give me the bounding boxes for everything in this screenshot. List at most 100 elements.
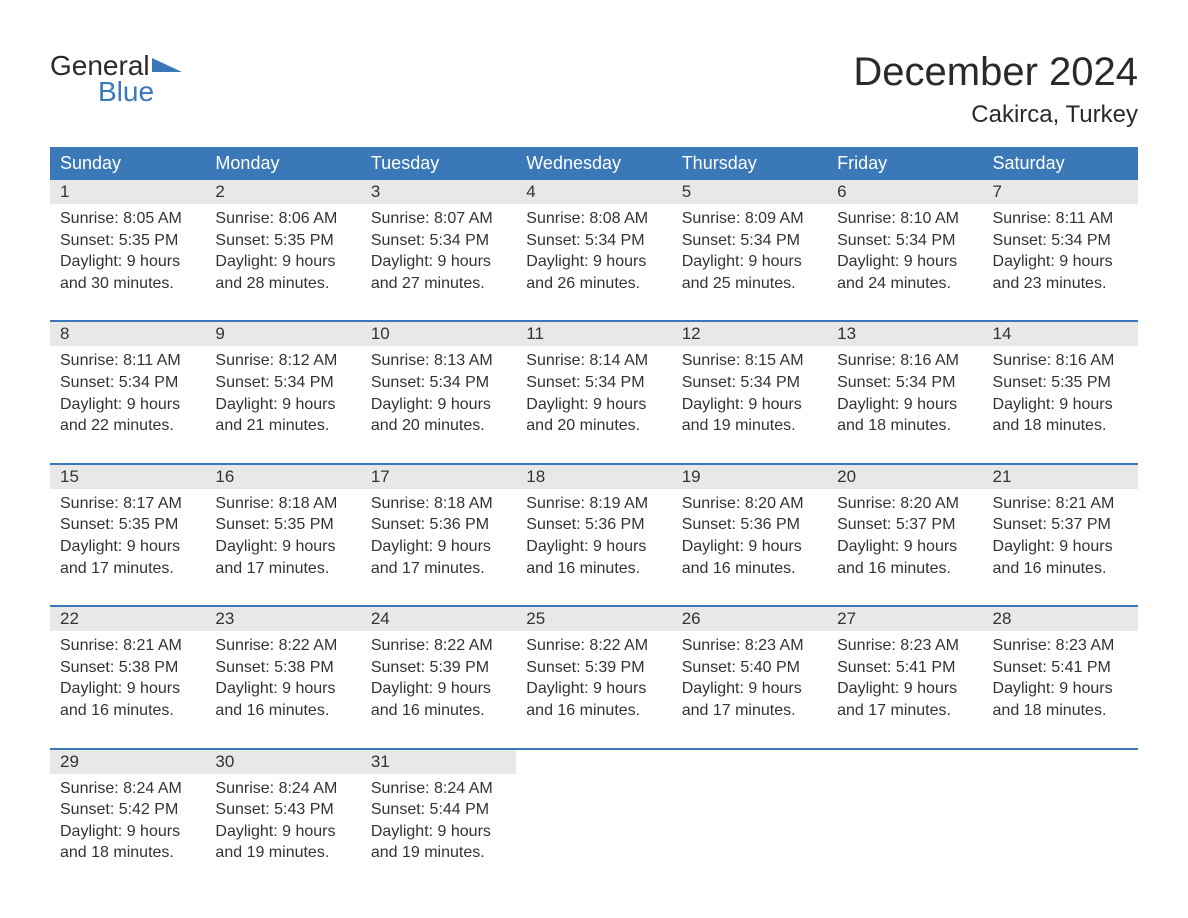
day-cell: Sunrise: 8:12 AMSunset: 5:34 PMDaylight:… (205, 346, 360, 463)
daylight-line2: and 18 minutes. (837, 415, 972, 437)
daylight-line1: Daylight: 9 hours (526, 394, 661, 416)
sunrise-line: Sunrise: 8:18 AM (371, 493, 506, 515)
daylight-line2: and 16 minutes. (215, 700, 350, 722)
day-number: 14 (983, 322, 1138, 346)
logo-word2: Blue (98, 76, 182, 108)
sunset-line: Sunset: 5:43 PM (215, 799, 350, 821)
daylight-line1: Daylight: 9 hours (371, 678, 506, 700)
sunset-line: Sunset: 5:37 PM (993, 514, 1128, 536)
day-content-row: Sunrise: 8:17 AMSunset: 5:35 PMDaylight:… (50, 489, 1138, 606)
sunset-line: Sunset: 5:34 PM (682, 372, 817, 394)
day-cell: Sunrise: 8:18 AMSunset: 5:35 PMDaylight:… (205, 489, 360, 606)
sunrise-line: Sunrise: 8:19 AM (526, 493, 661, 515)
day-number: 17 (361, 465, 516, 489)
sunset-line: Sunset: 5:42 PM (60, 799, 195, 821)
daylight-line2: and 18 minutes. (993, 700, 1128, 722)
daylight-line2: and 19 minutes. (215, 842, 350, 864)
sunset-line: Sunset: 5:41 PM (837, 657, 972, 679)
day-cell: Sunrise: 8:22 AMSunset: 5:39 PMDaylight:… (516, 631, 671, 748)
sunset-line: Sunset: 5:38 PM (60, 657, 195, 679)
day-number: 9 (205, 322, 360, 346)
day-number (672, 750, 827, 774)
daylight-line1: Daylight: 9 hours (682, 251, 817, 273)
daylight-line1: Daylight: 9 hours (60, 536, 195, 558)
sunset-line: Sunset: 5:34 PM (215, 372, 350, 394)
location-label: Cakirca, Turkey (853, 101, 1138, 129)
day-cell: Sunrise: 8:23 AMSunset: 5:41 PMDaylight:… (983, 631, 1138, 748)
daylight-line1: Daylight: 9 hours (215, 536, 350, 558)
daylight-line2: and 17 minutes. (215, 558, 350, 580)
day-number-row: 22232425262728 (50, 607, 1138, 631)
day-number (983, 750, 1138, 774)
daylight-line2: and 17 minutes. (371, 558, 506, 580)
sunrise-line: Sunrise: 8:20 AM (837, 493, 972, 515)
logo: General Blue (50, 50, 182, 108)
day-cell: Sunrise: 8:18 AMSunset: 5:36 PMDaylight:… (361, 489, 516, 606)
day-cell: Sunrise: 8:16 AMSunset: 5:34 PMDaylight:… (827, 346, 982, 463)
daylight-line1: Daylight: 9 hours (371, 394, 506, 416)
daylight-line2: and 18 minutes. (60, 842, 195, 864)
daylight-line1: Daylight: 9 hours (215, 821, 350, 843)
sunrise-line: Sunrise: 8:23 AM (837, 635, 972, 657)
sunset-line: Sunset: 5:39 PM (371, 657, 506, 679)
daylight-line2: and 27 minutes. (371, 273, 506, 295)
day-cell: Sunrise: 8:15 AMSunset: 5:34 PMDaylight:… (672, 346, 827, 463)
daylight-line1: Daylight: 9 hours (837, 536, 972, 558)
day-number: 12 (672, 322, 827, 346)
sunrise-line: Sunrise: 8:08 AM (526, 208, 661, 230)
day-cell: Sunrise: 8:06 AMSunset: 5:35 PMDaylight:… (205, 204, 360, 321)
day-number: 19 (672, 465, 827, 489)
day-cell (516, 774, 671, 874)
sunset-line: Sunset: 5:35 PM (215, 514, 350, 536)
sunrise-line: Sunrise: 8:21 AM (993, 493, 1128, 515)
day-cell: Sunrise: 8:08 AMSunset: 5:34 PMDaylight:… (516, 204, 671, 321)
sunset-line: Sunset: 5:34 PM (526, 372, 661, 394)
day-number: 18 (516, 465, 671, 489)
day-number: 28 (983, 607, 1138, 631)
day-cell: Sunrise: 8:11 AMSunset: 5:34 PMDaylight:… (983, 204, 1138, 321)
sunrise-line: Sunrise: 8:09 AM (682, 208, 817, 230)
day-content-row: Sunrise: 8:24 AMSunset: 5:42 PM Daylight:… (50, 774, 1138, 874)
day-content-row: Sunrise: 8:05 AMSunset: 5:35 PMDaylight:… (50, 204, 1138, 321)
sunset-line: Sunset: 5:34 PM (837, 372, 972, 394)
sunrise-line: Sunrise: 8:24 AM (60, 778, 195, 800)
day-number: 30 (205, 750, 360, 774)
daylight-line2: and 17 minutes. (837, 700, 972, 722)
day-number: 10 (361, 322, 516, 346)
daylight-line1: Daylight: 9 hours (60, 394, 195, 416)
sunrise-line: Sunrise: 8:18 AM (215, 493, 350, 515)
day-cell: Sunrise: 8:24 AMSunset: 5:44 PMDaylight:… (361, 774, 516, 874)
daylight-line1: Daylight: 9 hours (993, 251, 1128, 273)
daylight-line2: and 28 minutes. (215, 273, 350, 295)
daylight-line2: and 19 minutes. (371, 842, 506, 864)
day-number: 15 (50, 465, 205, 489)
day-cell: Sunrise: 8:05 AMSunset: 5:35 PMDaylight:… (50, 204, 205, 321)
day-header: Saturday (983, 147, 1138, 180)
sunrise-line: Sunrise: 8:13 AM (371, 350, 506, 372)
sunset-line: Sunset: 5:36 PM (682, 514, 817, 536)
day-number: 5 (672, 180, 827, 204)
day-number: 29 (50, 750, 205, 774)
sunset-line: Sunset: 5:35 PM (60, 230, 195, 252)
daylight-line2: and 16 minutes. (993, 558, 1128, 580)
sunrise-line: Sunrise: 8:22 AM (215, 635, 350, 657)
sunrise-line: Sunrise: 8:23 AM (993, 635, 1128, 657)
day-number: 2 (205, 180, 360, 204)
month-title: December 2024 (853, 50, 1138, 95)
day-cell: Sunrise: 8:11 AMSunset: 5:34 PMDaylight:… (50, 346, 205, 463)
day-number-row: 891011121314 (50, 322, 1138, 346)
daylight-line2: and 16 minutes. (526, 558, 661, 580)
day-number-row: 293031 (50, 750, 1138, 774)
day-cell: Sunrise: 8:07 AMSunset: 5:34 PMDaylight:… (361, 204, 516, 321)
sunset-line: Sunset: 5:35 PM (60, 514, 195, 536)
day-cell (672, 774, 827, 874)
daylight-line1: Daylight: 9 hours (526, 678, 661, 700)
daylight-line2: and 17 minutes. (682, 700, 817, 722)
day-cell: Sunrise: 8:14 AMSunset: 5:34 PMDaylight:… (516, 346, 671, 463)
day-number: 4 (516, 180, 671, 204)
sunrise-line: Sunrise: 8:14 AM (526, 350, 661, 372)
daylight-line2: and 16 minutes. (60, 700, 195, 722)
day-cell: Sunrise: 8:17 AMSunset: 5:35 PMDaylight:… (50, 489, 205, 606)
daylight-line1: Daylight: 9 hours (371, 251, 506, 273)
day-header: Friday (827, 147, 982, 180)
